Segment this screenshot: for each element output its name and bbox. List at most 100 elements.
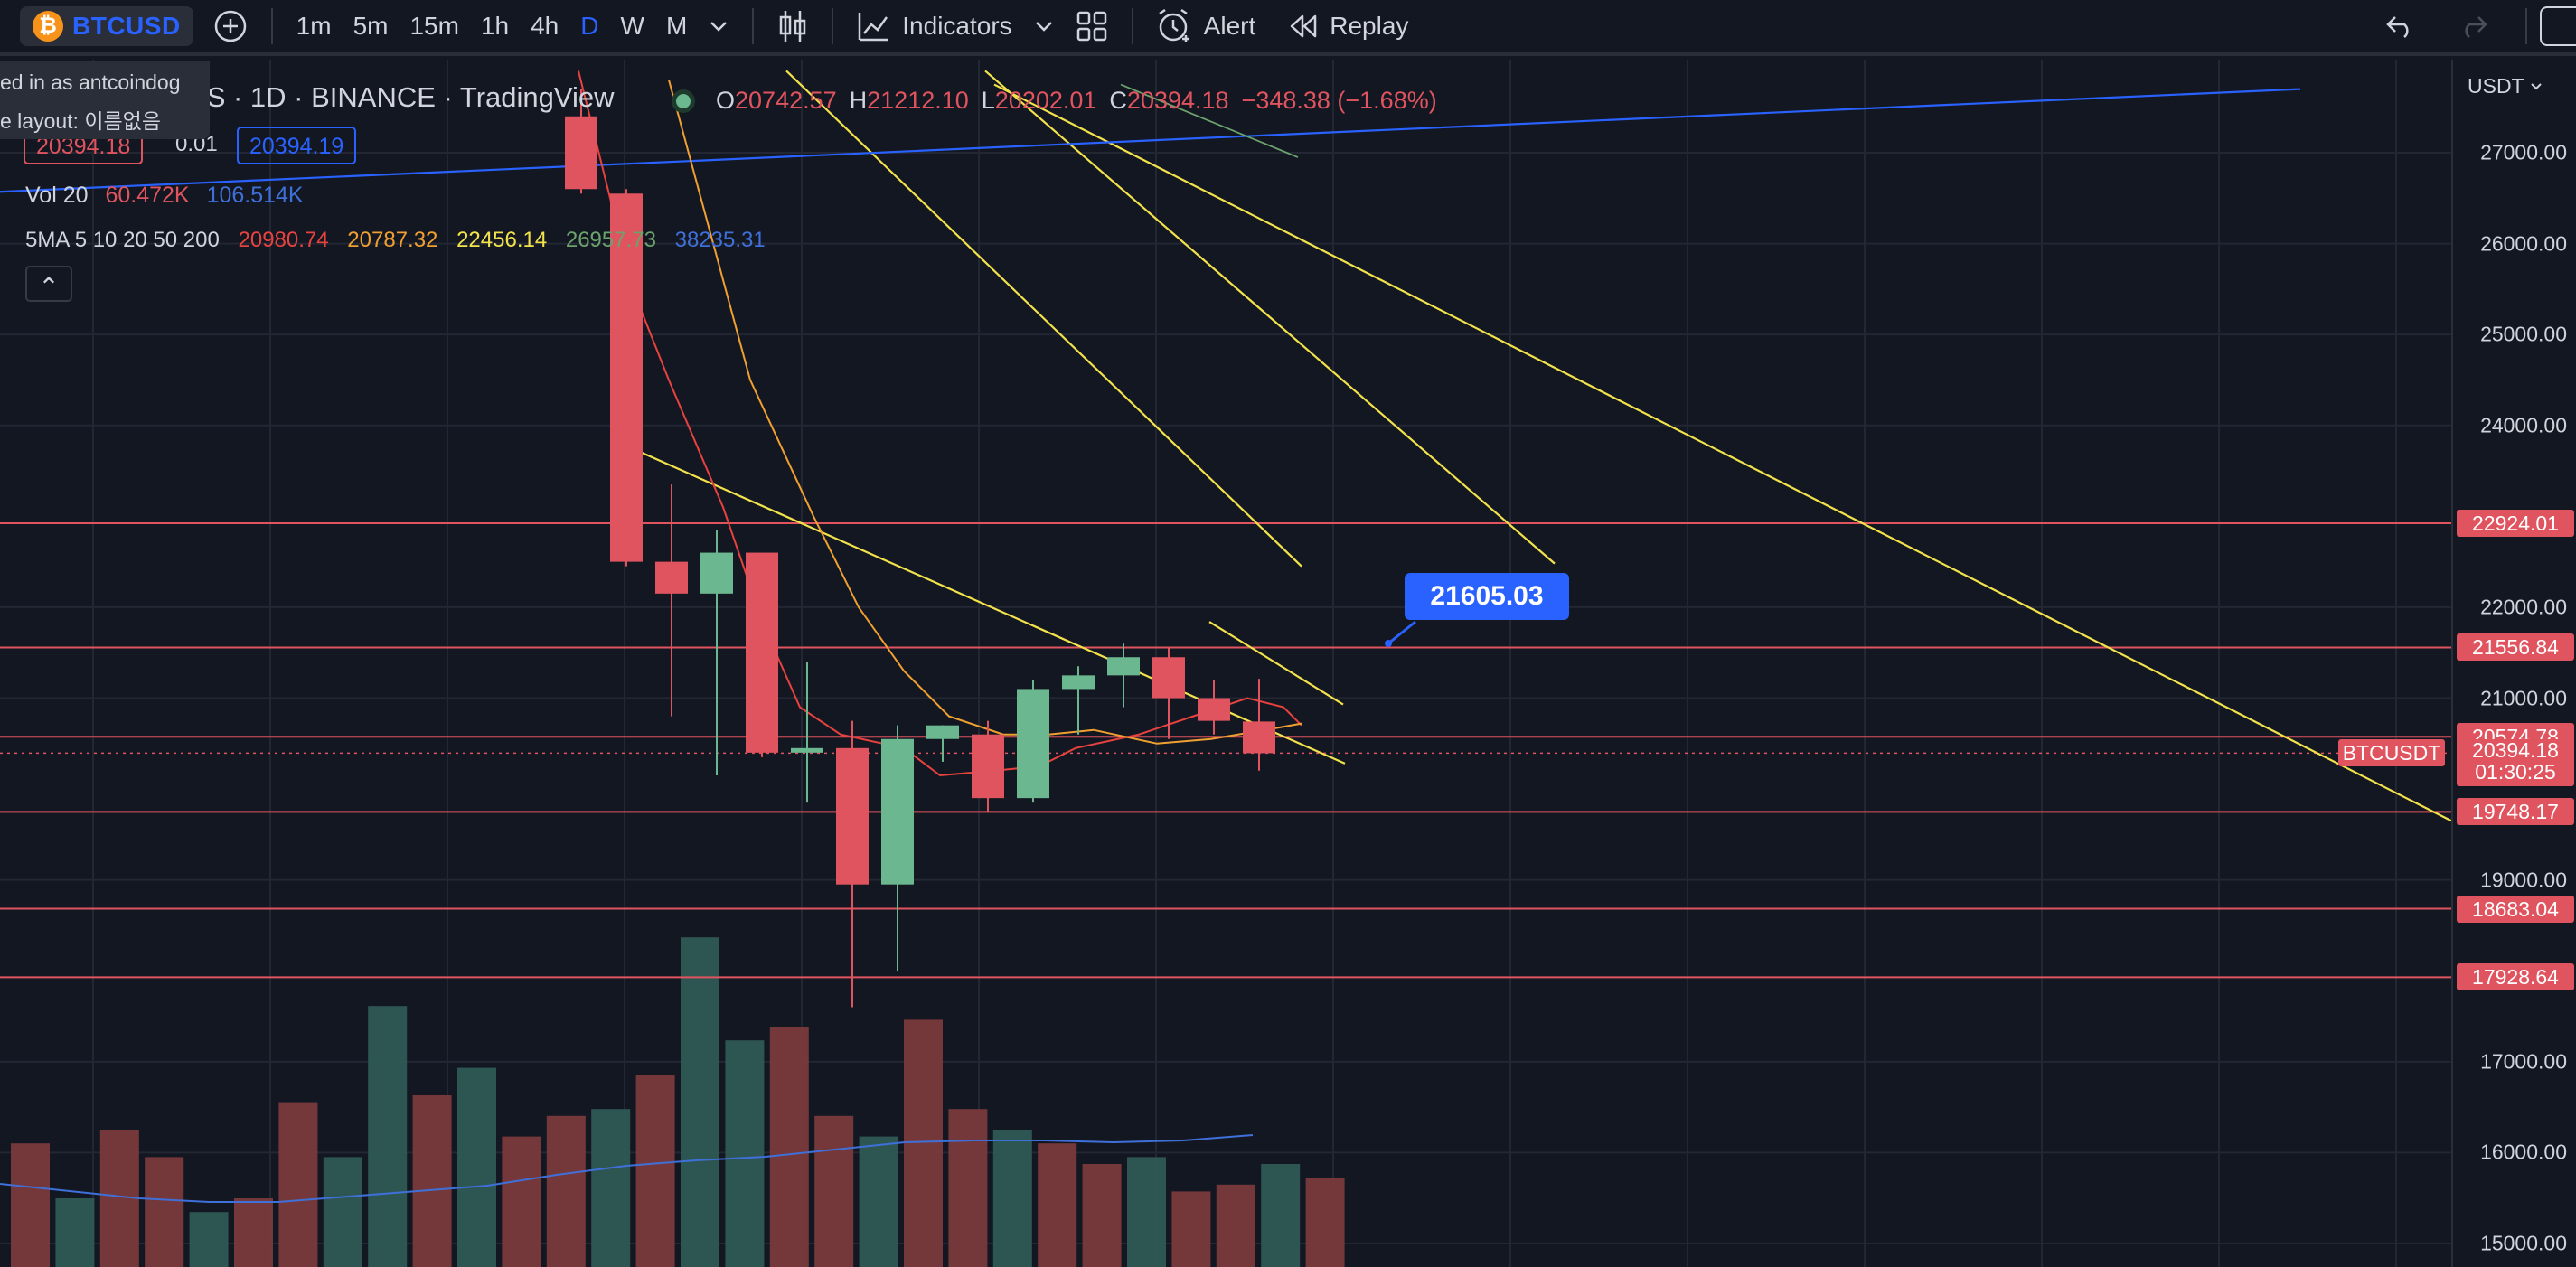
- alert-label: Alert: [1203, 12, 1256, 40]
- replay-button[interactable]: Replay: [1277, 4, 1419, 49]
- open-label: O: [716, 87, 736, 114]
- chart-title: rUS · 1D · BINANCE · TradingView: [177, 81, 615, 113]
- candle-body: [610, 193, 643, 562]
- layout-panel-icon[interactable]: [2540, 6, 2576, 46]
- volume-bar: [859, 1136, 898, 1267]
- ask-price-box[interactable]: 20394.19: [237, 127, 357, 164]
- timeframe-dropdown-icon[interactable]: [698, 4, 739, 49]
- volume-bar: [1127, 1157, 1166, 1267]
- price-scale[interactable]: USDT 27000.00 26000.00 25000.00 24000.00 220…: [2451, 60, 2576, 1267]
- ohlc-legend: O 20742.57 H 21212.10 L 20202.01 C 20394…: [676, 87, 1437, 115]
- price-tick: 26000.00: [2480, 231, 2567, 256]
- candle-body: [1198, 698, 1230, 721]
- candle-body: [655, 561, 688, 594]
- currency-selector[interactable]: USDT: [2468, 74, 2543, 99]
- toolbar-divider: [752, 8, 755, 44]
- volume-bar: [769, 1027, 809, 1267]
- level-price-badge: 22924.01: [2457, 509, 2574, 537]
- price-tick: 15000.00: [2480, 1231, 2567, 1255]
- collapse-legend-icon[interactable]: ⌃: [25, 266, 72, 302]
- indicators-dropdown-icon[interactable]: [1023, 4, 1065, 49]
- indicators-label: Indicators: [902, 12, 1012, 40]
- volume-bar: [412, 1095, 452, 1267]
- price-chart[interactable]: [0, 60, 2451, 1267]
- volume-bar: [1216, 1184, 1255, 1267]
- timeframe-5m[interactable]: 5m: [353, 12, 389, 40]
- timeframe-4h[interactable]: 4h: [531, 12, 559, 40]
- candle-body: [700, 552, 733, 594]
- candle-body: [1017, 689, 1049, 799]
- price-tick: 17000.00: [2480, 1049, 2567, 1074]
- volume-bar: [814, 1115, 854, 1267]
- trend-line: [984, 70, 1556, 565]
- undo-icon[interactable]: [2374, 4, 2428, 49]
- trend-line-blue: [0, 88, 2301, 193]
- volume-bar: [681, 937, 719, 1267]
- candle-body: [746, 552, 778, 753]
- volume-bar: [323, 1157, 362, 1267]
- volume-bar: [948, 1109, 988, 1267]
- price-tick: 19000.00: [2480, 868, 2567, 892]
- low-value: 20202.01: [994, 87, 1097, 114]
- callout-anchor: [1385, 640, 1392, 647]
- level-price-badge: 19748.17: [2457, 798, 2574, 826]
- candle-body: [791, 747, 823, 753]
- toolbar-divider: [1131, 8, 1133, 44]
- symbol-price-label: BTCUSDT: [2338, 739, 2445, 767]
- trend-line: [993, 83, 2451, 822]
- volume-bar: [278, 1102, 318, 1267]
- current-price-value: 20394.18: [2472, 738, 2559, 763]
- timeframe-m[interactable]: M: [665, 12, 688, 40]
- candle-body: [972, 734, 1004, 799]
- market-status-dot: [676, 93, 691, 108]
- volume-bar: [1171, 1191, 1211, 1267]
- volume-bar: [725, 1040, 765, 1267]
- price-tick: 22000.00: [2480, 595, 2567, 619]
- timeframe-w[interactable]: W: [620, 12, 644, 40]
- volume-ma-value: 106.514K: [206, 183, 304, 208]
- volume-bar: [904, 1019, 943, 1267]
- bitcoin-icon: ₿: [33, 11, 63, 42]
- close-value: 20394.18: [1126, 87, 1229, 114]
- alert-button[interactable]: Alert: [1146, 4, 1267, 49]
- indicators-icon: [859, 13, 889, 42]
- timeframe-1h[interactable]: 1h: [480, 12, 510, 40]
- timeframe-15m[interactable]: 15m: [409, 12, 459, 40]
- price-tick: 24000.00: [2480, 413, 2567, 437]
- redo-icon[interactable]: [2446, 4, 2500, 49]
- ma5-value: 20980.74: [238, 228, 329, 252]
- tooltip-line-2: e layout: 이름없음: [0, 109, 161, 133]
- candle-style-icon[interactable]: [766, 4, 819, 49]
- toolbar-divider: [2525, 8, 2527, 44]
- compare-add-icon[interactable]: [202, 4, 259, 49]
- candle-body: [1243, 721, 1275, 754]
- candle-body: [836, 747, 869, 885]
- timeframe-d[interactable]: D: [580, 12, 599, 40]
- candle-body: [1152, 657, 1185, 699]
- ma50-value: 26957.73: [565, 228, 656, 252]
- candle-body: [1107, 657, 1140, 676]
- login-tooltip: ed in as antcoindog e layout: 이름없음: [0, 61, 210, 139]
- timeframe-group: 1m 5m 15m 1h 4h D W M: [286, 4, 699, 49]
- price-tick: 16000.00: [2480, 1140, 2567, 1164]
- high-label: H: [849, 87, 868, 114]
- ma50-line: [1120, 83, 1299, 158]
- indicators-button[interactable]: Indicators: [846, 4, 1022, 49]
- volume-bar: [591, 1109, 631, 1267]
- volume-bar: [502, 1136, 541, 1267]
- volume-bar: [546, 1115, 586, 1267]
- symbol-search-button[interactable]: ₿ BTCUSD: [20, 6, 193, 46]
- volume-bar: [457, 1067, 496, 1267]
- timeframe-1m[interactable]: 1m: [296, 12, 332, 40]
- volume-bar: [368, 1006, 408, 1267]
- volume-bar: [992, 1130, 1032, 1267]
- templates-grid-icon[interactable]: [1065, 4, 1119, 49]
- replay-label: Replay: [1330, 12, 1409, 40]
- ma5-line: [578, 70, 1302, 777]
- bar-countdown: 01:30:25: [2475, 760, 2556, 784]
- candle-body: [565, 116, 597, 190]
- alert-clock-icon: [1158, 8, 1189, 42]
- open-value: 20742.57: [735, 87, 837, 114]
- price-tick: 25000.00: [2480, 322, 2567, 346]
- price-note-callout[interactable]: 21605.03: [1405, 573, 1569, 620]
